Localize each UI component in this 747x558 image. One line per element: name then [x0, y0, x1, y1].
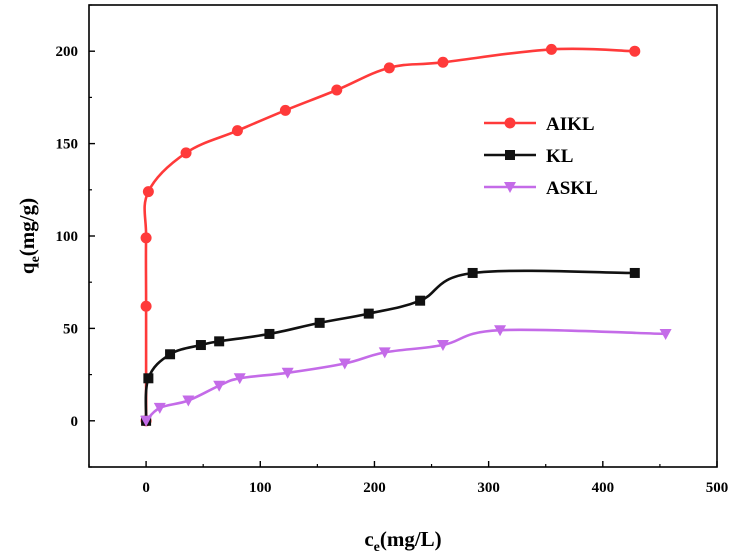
data-point — [437, 56, 449, 68]
series-layer — [140, 43, 672, 427]
data-point — [142, 186, 154, 198]
data-point — [378, 347, 391, 359]
y-axis-title: qe(mg/g) — [15, 198, 43, 274]
data-point — [436, 340, 449, 352]
y-tick-label: 0 — [71, 414, 79, 430]
legend-marker — [504, 182, 516, 193]
data-point — [629, 267, 640, 278]
series-line — [143, 47, 635, 421]
data-point — [331, 84, 343, 96]
data-point — [140, 232, 152, 244]
x-tick-label: 0 — [142, 480, 150, 496]
y-tick-label: 50 — [63, 321, 78, 337]
x-axis-title-unit: (mg/L) — [380, 527, 442, 551]
series-kl — [141, 267, 640, 426]
x-axis-title-main: c — [364, 527, 373, 551]
x-axis-title: ce(mg/L) — [364, 527, 441, 555]
data-point — [195, 340, 206, 351]
y-tick-label: 100 — [56, 229, 79, 245]
data-point — [629, 45, 641, 57]
legend-item: ASKL — [484, 178, 598, 199]
data-point — [279, 104, 291, 116]
x-tick-label: 500 — [706, 480, 729, 496]
x-axis-title-subscript: e — [374, 540, 380, 555]
data-point — [281, 367, 294, 379]
data-point — [494, 325, 507, 337]
axis-ticks: 0 100 200 300 400 500 0 50 100 150 200 — [56, 4, 729, 496]
data-point — [659, 328, 672, 340]
legend-label: KL — [546, 146, 573, 167]
legend-item: KL — [484, 146, 573, 167]
series-askl — [140, 325, 672, 427]
y-tick-label: 150 — [56, 137, 79, 153]
plot-frame — [88, 4, 718, 468]
y-axis-title-main: q — [15, 262, 39, 274]
x-tick-label: 300 — [477, 480, 500, 496]
data-point — [153, 402, 166, 414]
data-point — [363, 308, 374, 319]
x-tick-label: 400 — [592, 480, 615, 496]
data-point — [545, 43, 557, 55]
legend-item: AIKL — [484, 114, 595, 135]
data-point — [264, 328, 275, 339]
data-point — [140, 415, 153, 427]
data-point — [233, 373, 246, 385]
data-point — [165, 349, 176, 360]
y-axis-title-subscript: e — [28, 256, 43, 262]
y-axis-title-unit: (mg/g) — [15, 198, 39, 256]
data-point — [383, 62, 395, 74]
data-point — [214, 336, 225, 347]
data-point — [415, 295, 426, 306]
series-line — [145, 328, 666, 422]
data-point — [314, 317, 325, 328]
data-point — [140, 300, 152, 312]
data-point — [338, 358, 351, 370]
x-tick-label: 100 — [249, 480, 272, 496]
legend-marker — [504, 117, 516, 129]
y-tick-label: 200 — [56, 44, 79, 60]
data-point — [467, 267, 478, 278]
legend: AIKL KL ASKL — [484, 114, 598, 199]
legend-label: AIKL — [546, 114, 595, 135]
data-point — [182, 395, 195, 407]
data-point — [180, 147, 192, 159]
legend-label: ASKL — [546, 178, 598, 199]
data-point — [231, 125, 243, 137]
data-point — [213, 380, 226, 392]
data-point — [143, 373, 154, 384]
legend-marker — [505, 150, 515, 160]
x-tick-label: 200 — [363, 480, 386, 496]
